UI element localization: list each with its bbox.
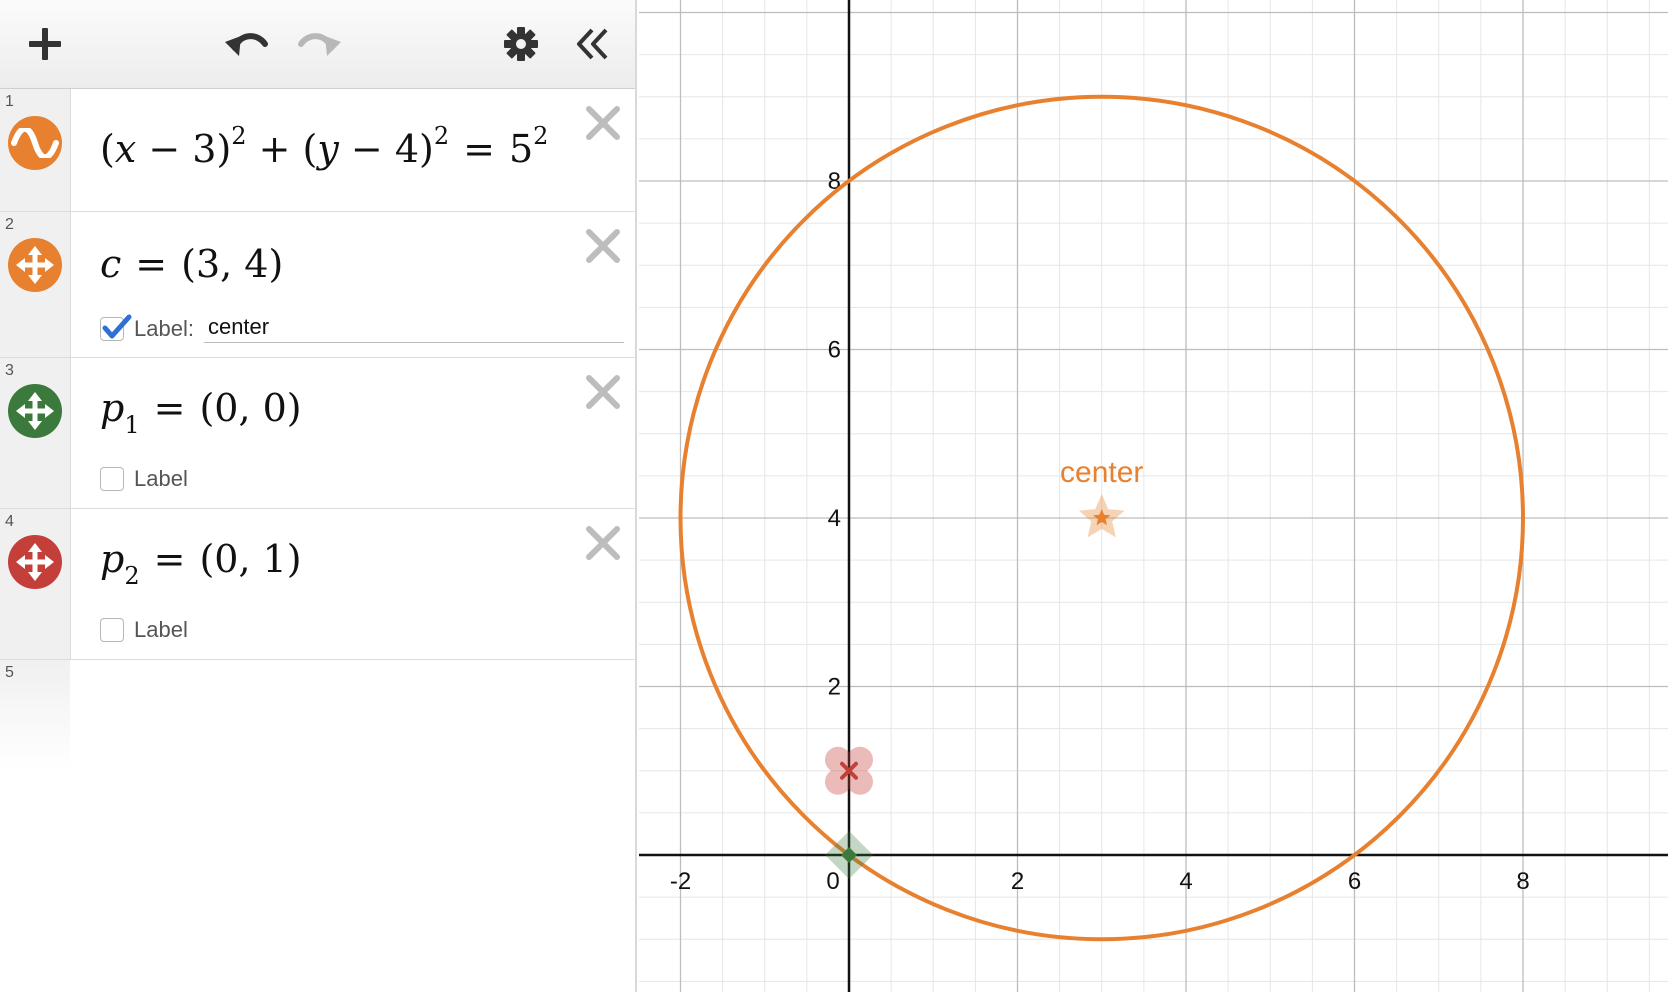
function-wave-icon[interactable]: [8, 116, 62, 170]
point-p2-marker: [840, 761, 858, 780]
curves: [678, 94, 1525, 942]
point-label: center: [1060, 456, 1143, 489]
x-tick-label: 6: [1348, 868, 1361, 895]
expression-number: 1: [5, 93, 14, 110]
undo-button[interactable]: [222, 22, 270, 66]
y-tick-label: 6: [828, 337, 841, 364]
x-tick-label: -2: [670, 868, 691, 895]
checkmark-icon: [102, 314, 132, 338]
x-tick-label: 8: [1516, 868, 1529, 895]
axes: [639, 0, 1668, 992]
label-checkbox[interactable]: [100, 314, 132, 341]
point-p1-marker: [841, 847, 857, 863]
label-text: Label: [134, 466, 188, 491]
expression-latex[interactable]: p1 = (0, 0): [100, 386, 302, 439]
expression-row-4[interactable]: 4 p2 = (0, 1): [0, 509, 635, 660]
toolbar: [0, 0, 635, 89]
expression-latex[interactable]: (x − 3)2 + (y − 4)2 = 52: [100, 122, 549, 171]
gear-icon: [504, 27, 538, 61]
label-row: Label: [100, 466, 188, 492]
expression-latex[interactable]: p2 = (0, 1): [100, 537, 302, 590]
delete-expression-icon[interactable]: [583, 226, 623, 266]
y-tick-label: 4: [828, 505, 841, 532]
expression-number: 3: [5, 362, 14, 379]
grid-major: [639, 0, 1668, 992]
expression-row-3[interactable]: 3 p1 = (0, 0): [0, 358, 635, 509]
x-tick-label: 4: [1179, 868, 1192, 895]
label-input[interactable]: [203, 314, 624, 343]
expression-list: 1 (x − 3)2 + (y − 4)2 = 52 2: [0, 89, 635, 770]
delete-expression-icon[interactable]: [583, 103, 623, 143]
label-text: Label:: [134, 315, 194, 341]
settings-button[interactable]: [497, 22, 545, 66]
label-row: Label: [100, 617, 188, 643]
label-checkbox[interactable]: [100, 618, 124, 642]
collapse-sidebar-button[interactable]: [568, 22, 616, 66]
y-tick-label: 2: [828, 674, 841, 701]
delete-expression-icon[interactable]: [583, 372, 623, 412]
expression-number: 2: [5, 216, 14, 233]
expression-gutter: [0, 660, 70, 770]
circle-curve: [678, 94, 1525, 942]
redo-icon: [298, 33, 341, 56]
x-tick-label: 0: [826, 868, 839, 895]
redo-button[interactable]: [296, 22, 344, 66]
expression-row-2[interactable]: 2 c = (3, 4): [0, 212, 635, 358]
grid-minor: [639, 0, 1668, 992]
add-expression-button[interactable]: [21, 22, 69, 66]
expression-row-5[interactable]: 5: [0, 660, 635, 770]
plus-icon: [29, 28, 61, 60]
delete-expression-icon[interactable]: [583, 523, 623, 563]
points: center: [825, 456, 1143, 879]
point-move-icon[interactable]: [8, 384, 62, 438]
label-row: Label:: [100, 314, 624, 343]
point-move-icon[interactable]: [8, 238, 62, 292]
point-c-marker: [1093, 509, 1111, 526]
expression-number: 4: [5, 513, 14, 530]
point-move-icon[interactable]: [8, 535, 62, 589]
expression-sidebar: 1 (x − 3)2 + (y − 4)2 = 52 2: [0, 0, 637, 992]
expression-number: 5: [5, 664, 14, 681]
label-checkbox[interactable]: [100, 467, 124, 491]
x-tick-label: 2: [1011, 868, 1024, 895]
double-chevron-left-icon: [577, 28, 608, 60]
expression-row-1[interactable]: 1 (x − 3)2 + (y − 4)2 = 52: [0, 89, 635, 212]
undo-icon: [225, 33, 268, 56]
expression-latex[interactable]: c = (3, 4): [100, 242, 284, 286]
label-text: Label: [134, 617, 188, 642]
